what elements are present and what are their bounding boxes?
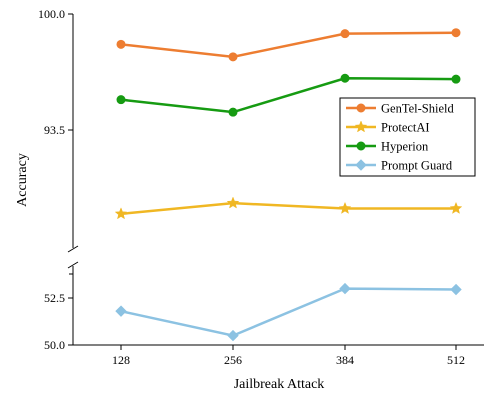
y-tick-label: 52.5: [44, 291, 65, 305]
legend-swatch-marker: [355, 159, 367, 171]
y-tick-label: 93.5: [44, 123, 65, 137]
legend-swatch-marker: [354, 120, 368, 133]
data-point-protectai: [114, 207, 128, 220]
series-prompt-guard: [115, 282, 462, 342]
data-point-protectai: [338, 201, 352, 214]
series-line-protectai: [120, 201, 456, 216]
legend-label: ProtectAI: [381, 121, 430, 135]
x-axis-title: Jailbreak Attack: [234, 377, 325, 392]
data-point-protectai: [449, 201, 463, 214]
legend-item-gentel-shield: GenTel-Shield: [346, 102, 454, 116]
legend-item-protectai: ProtectAI: [346, 120, 430, 135]
y-tick-label: 100.0: [38, 7, 65, 21]
series-gentel-shield: [116, 28, 461, 62]
data-point-hyperion: [340, 73, 350, 83]
legend-label: GenTel-Shield: [381, 102, 454, 116]
axis-break-mark-bottom: [67, 261, 79, 269]
legend-swatch-marker: [356, 141, 366, 151]
series-line-gentel-shield: [120, 31, 457, 59]
series-line-hyperion: [120, 76, 457, 114]
legend-item-prompt-guard: Prompt Guard: [346, 159, 453, 173]
data-point-gentel-shield: [116, 39, 126, 49]
y-axis-title: Accuracy: [15, 153, 30, 207]
data-point-gentel-shield: [451, 28, 461, 38]
legend-swatch-marker: [356, 103, 366, 113]
data-point-hyperion: [451, 74, 461, 84]
data-point-hyperion: [116, 95, 126, 105]
legend-label: Prompt Guard: [381, 159, 453, 173]
legend: GenTel-Shield ProtectAI Hyperion Prompt Gua…: [339, 97, 476, 177]
series-hyperion: [116, 73, 461, 117]
data-point-prompt-guard: [115, 305, 127, 317]
axis-break-mark-top: [67, 245, 79, 253]
legend-item-hyperion: Hyperion: [346, 140, 429, 154]
data-point-prompt-guard: [227, 329, 239, 342]
y-tick-label: 50.0: [44, 338, 65, 352]
x-tick-label: 128: [112, 353, 130, 367]
x-tick-label: 512: [447, 353, 465, 367]
x-ticks: 128 256 384 512: [112, 345, 465, 367]
data-point-gentel-shield: [228, 52, 238, 62]
data-point-hyperion: [228, 107, 238, 117]
data-point-prompt-guard: [339, 282, 351, 295]
x-tick-label: 256: [224, 353, 242, 367]
x-tick-label: 384: [336, 353, 354, 367]
data-point-prompt-guard: [450, 283, 462, 296]
legend-label: Hyperion: [381, 140, 429, 154]
legend-items: GenTel-Shield ProtectAI Hyperion Prompt Gua…: [346, 102, 454, 173]
y-ticks: 100.0 93.5 52.5 50.0: [38, 7, 73, 352]
series-protectai: [114, 196, 463, 220]
data-point-gentel-shield: [340, 29, 350, 39]
series-layer: [114, 28, 463, 342]
series-line-prompt-guard: [120, 287, 457, 337]
axes: [67, 14, 484, 346]
data-point-protectai: [226, 196, 240, 209]
